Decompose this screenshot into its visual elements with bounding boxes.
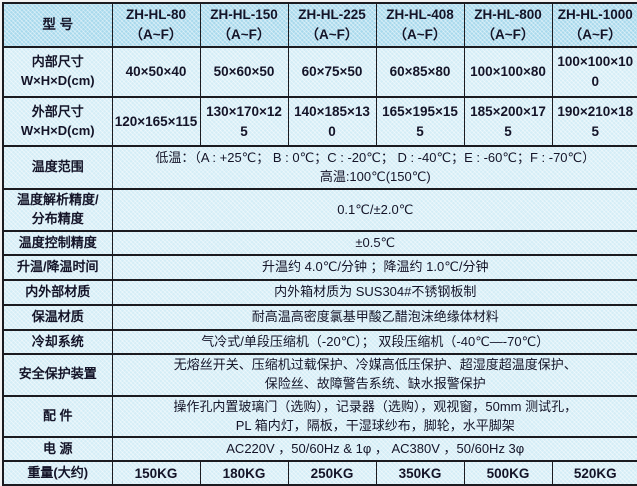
model-name: ZH-HL-225 — [298, 7, 366, 23]
table-row: 电 源 AC220V ，50/60Hz & 1φ ， AC380V ，50/60H… — [2, 436, 637, 463]
table-cell: 操作孔内置玻璃门（选购），记录器（选购），观视窗，50mm 测试孔， PL 箱内灯… — [111, 394, 637, 439]
row-label: 配 件 — [2, 394, 113, 439]
table-cell: 内外箱材质为 SUS304#不锈钢板制 — [111, 279, 637, 306]
table-cell: 120×165×115 — [111, 96, 201, 147]
table-cell: 350KG — [375, 460, 465, 486]
table-cell: 185×200×175 — [463, 96, 553, 147]
model-name: ZH-HL-80 — [126, 7, 186, 23]
table-row: 温度控制精度 ±0.5℃ — [2, 230, 637, 256]
table-row: 温度范围 低温：（A : +25℃； B : 0℃；C : -20℃； D : -… — [2, 145, 637, 190]
table-cell: 气冷式/单段压缩机（-20℃）； 双段压缩机（-40℃—-70℃） — [111, 329, 637, 355]
model-column-header: ZH-HL-80 （A~F） — [111, 2, 201, 48]
table-cell: 190×210×185 — [551, 96, 637, 147]
table-cell: 100×100×80 — [463, 46, 553, 98]
row-label: 温度控制精度 — [2, 230, 113, 256]
table-cell: 520KG — [551, 460, 637, 486]
table-cell: 150KG — [111, 460, 201, 486]
row-label: 温度范围 — [2, 145, 113, 190]
table-cell: 130×170×125 — [199, 96, 289, 147]
table-cell: AC220V ，50/60Hz & 1φ ， AC380V ，50/60Hz 3… — [111, 436, 637, 463]
model-name: ZH-HL-408 — [386, 7, 454, 23]
table-row: 安全保护装置 无熔丝开关、压缩机过载保护、冷媒高低压保护、超湿度超温度保护、 保险丝… — [2, 353, 637, 397]
table-cell: 500KG — [463, 460, 553, 486]
table-cell: 0.1℃/±2.0℃ — [111, 188, 637, 232]
row-label: 温度解析精度/分布精度 — [2, 188, 113, 232]
model-range: （A~F） — [217, 27, 271, 42]
model-range: （A~F） — [568, 27, 622, 42]
model-name: ZH-HL-800 — [474, 7, 542, 23]
table-row: 温度解析精度/分布精度 0.1℃/±2.0℃ — [2, 188, 637, 232]
model-range: （A~F） — [481, 27, 535, 42]
table-cell: 140×185×130 — [287, 96, 377, 147]
row-label: 内外部材质 — [2, 279, 113, 306]
table-cell: ±0.5℃ — [111, 230, 637, 256]
row-label: 内部尺寸 W×H×D(cm) — [2, 46, 113, 98]
table-row: 内部尺寸 W×H×D(cm) 40×50×40 50×60×50 60×75×50 60×… — [2, 46, 637, 98]
model-name: ZH-HL-150 — [210, 7, 278, 23]
row-label: 重量(大约) — [2, 460, 113, 486]
table-cell: 60×75×50 — [287, 46, 377, 98]
model-column-header: ZH-HL-1000 （A~F） — [551, 2, 637, 48]
model-range: （A~F） — [393, 27, 447, 42]
table-cell: 60×85×80 — [375, 46, 465, 98]
model-column-header: ZH-HL-408 （A~F） — [375, 2, 465, 48]
header-row: 型 号 ZH-HL-80 （A~F） ZH-HL-150 （A~F） ZH-HL… — [2, 2, 637, 48]
table-cell: 180KG — [199, 460, 289, 486]
model-header-label: 型 号 — [2, 2, 113, 48]
row-label: 保温材质 — [2, 304, 113, 331]
table-cell: 50×60×50 — [199, 46, 289, 98]
table-row: 外部尺寸 W×H×D(cm) 120×165×115 130×170×125 140×1… — [2, 96, 637, 147]
row-label: 外部尺寸 W×H×D(cm) — [2, 96, 113, 147]
table-cell: 低温：（A : +25℃； B : 0℃；C : -20℃； D : -40℃；… — [111, 145, 637, 190]
table-row: 配 件操作孔内置玻璃门（选购），记录器（选购），观视窗，50mm 测试孔， PL … — [2, 394, 637, 439]
table-row: 重量(大约) 150KG 180KG 250KG 350KG 500KG 520KG — [2, 460, 637, 486]
row-label: 升温/降温时间 — [2, 254, 113, 281]
row-label: 电 源 — [2, 436, 113, 463]
table-cell: 无熔丝开关、压缩机过载保护、冷媒高低压保护、超湿度超温度保护、 保险丝、故障警告系… — [111, 353, 637, 397]
spec-table-body: 内部尺寸 W×H×D(cm) 40×50×40 50×60×50 60×75×50 60×… — [2, 46, 637, 486]
table-cell: 40×50×40 — [111, 46, 201, 98]
model-range: （A~F） — [305, 27, 359, 42]
model-range: （A~F） — [129, 27, 183, 42]
table-cell: 耐高温高密度氯基甲酸乙醋泡沫绝缘体材料 — [111, 304, 637, 331]
model-column-header: ZH-HL-225 （A~F） — [287, 2, 377, 48]
model-column-header: ZH-HL-150 （A~F） — [199, 2, 289, 48]
table-cell: 250KG — [287, 460, 377, 486]
table-row: 保温材质 耐高温高密度氯基甲酸乙醋泡沫绝缘体材料 — [2, 304, 637, 331]
row-label: 安全保护装置 — [2, 353, 113, 397]
table-cell: 165×195×155 — [375, 96, 465, 147]
model-name: ZH-HL-1000 — [557, 7, 633, 23]
row-label: 冷却系统 — [2, 329, 113, 355]
table-row: 升温/降温时间 升温约 4.0℃/分钟 ；降温约 1.0℃/分钟 — [2, 254, 637, 281]
table-cell: 100×100×100 — [551, 46, 637, 98]
model-column-header: ZH-HL-800 （A~F） — [463, 2, 553, 48]
table-cell: 升温约 4.0℃/分钟 ；降温约 1.0℃/分钟 — [111, 254, 637, 281]
table-row: 内外部材质 内外箱材质为 SUS304#不锈钢板制 — [2, 279, 637, 306]
table-row: 冷却系统 气冷式/单段压缩机（-20℃）； 双段压缩机（-40℃—-70℃） — [2, 329, 637, 355]
